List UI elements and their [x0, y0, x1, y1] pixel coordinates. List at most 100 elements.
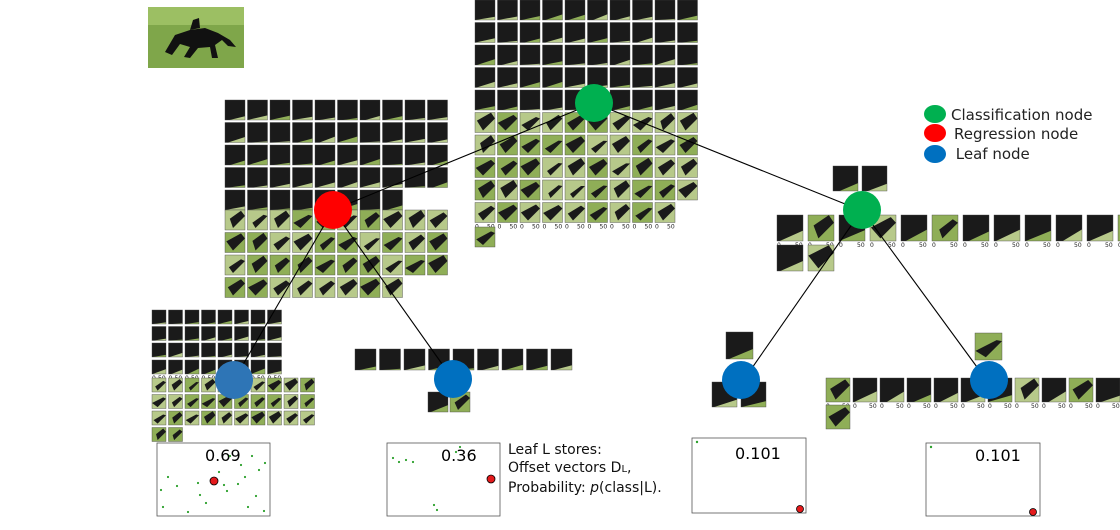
image-patch: [609, 67, 631, 88]
axis-tick-label: 50: [869, 403, 877, 410]
axis-tick-label: 0: [655, 224, 659, 231]
image-patch: [807, 214, 835, 242]
image-patch: [587, 67, 608, 88]
image-patch: [677, 134, 698, 156]
image-patch: [861, 165, 888, 192]
axis-tick-label: 0: [588, 224, 592, 231]
axis-tick-label: 0: [633, 224, 637, 231]
image-patch: [632, 89, 653, 111]
image-patch: [382, 167, 403, 188]
axis-tick-label: 50: [896, 403, 904, 410]
image-patch: [776, 214, 804, 242]
image-patch: [314, 277, 336, 298]
axis-tick-label: 0: [520, 224, 524, 231]
image-patch: [427, 391, 449, 413]
axis-tick-label: 0: [498, 224, 502, 231]
image-patch: [404, 99, 426, 121]
image-patch: [314, 99, 336, 121]
scatter-point: [222, 483, 226, 487]
image-patch: [292, 144, 313, 166]
image-patch: [404, 209, 426, 231]
edge-root-to-regression: [332, 102, 595, 211]
axis-tick-label: 50: [510, 224, 518, 231]
image-patch: [497, 179, 518, 201]
axis-tick-label: 0: [839, 242, 843, 249]
image-patch: [267, 410, 282, 426]
image-patch: [906, 377, 932, 403]
image-patch: [337, 144, 358, 166]
image-patch: [184, 410, 200, 426]
axis-tick-label: 0: [1096, 403, 1100, 410]
image-patch: [497, 89, 518, 111]
image-patch: [542, 67, 563, 88]
axis-tick-label: 0: [1056, 242, 1060, 249]
image-patch: [184, 377, 200, 393]
image-patch: [359, 232, 381, 253]
image-patch: [184, 326, 200, 341]
image-patch: [292, 254, 313, 276]
leaf-note-line-1: Leaf L stores:: [508, 442, 602, 458]
image-patch: [168, 410, 183, 426]
axis-tick-label: 50: [1058, 403, 1066, 410]
image-patch: [224, 189, 246, 211]
image-patch: [217, 342, 233, 358]
image-patch: [224, 122, 246, 143]
image-patch: [609, 112, 631, 133]
image-patch: [168, 394, 183, 409]
image-patch: [269, 232, 291, 253]
image-patch: [201, 309, 216, 325]
image-patch: [587, 134, 608, 156]
image-patch: [234, 309, 249, 325]
image-patch: [314, 167, 336, 188]
image-patch: [542, 0, 563, 21]
axis-tick-label: 0: [1069, 403, 1073, 410]
image-patch: [247, 122, 268, 143]
image-patch: [1095, 377, 1120, 403]
axis-tick-label: 50: [667, 224, 675, 231]
image-patch: [292, 277, 313, 298]
image-patch: [519, 0, 541, 21]
image-patch: [632, 0, 653, 21]
axis-tick-label: 50: [577, 224, 585, 231]
leaf-plot-2-value: 0.36: [441, 446, 477, 465]
image-patch: [542, 22, 563, 43]
image-patch: [542, 179, 563, 201]
scatter-point: [432, 503, 436, 507]
image-patch: [474, 44, 496, 66]
leaf-note-line-2: Offset vectors DL,: [508, 460, 632, 476]
image-patch: [267, 377, 282, 393]
image-patch: [292, 232, 313, 253]
image-patch: [151, 359, 167, 375]
image-patch: [151, 394, 167, 409]
image-patch: [151, 410, 167, 426]
scatter-point: [391, 456, 395, 460]
axis-tick-label: 50: [1105, 242, 1113, 249]
image-patch: [168, 359, 183, 375]
image-patch: [234, 410, 249, 426]
image-patch: [474, 0, 496, 21]
axis-tick-label: 50: [977, 403, 985, 410]
image-patch: [564, 22, 586, 43]
scatter-point: [246, 505, 250, 509]
image-patch: [427, 167, 448, 188]
image-patch: [654, 134, 676, 156]
leaf-plot-3: 0.101: [691, 437, 807, 514]
scatter-point: [239, 463, 243, 467]
image-patch: [250, 394, 266, 409]
image-patch: [933, 377, 959, 403]
image-patch: [609, 44, 631, 66]
image-patch: [283, 394, 299, 409]
image-patch: [267, 309, 282, 325]
image-patch: [427, 122, 448, 143]
image-patch: [314, 232, 336, 253]
scatter-point: [175, 484, 179, 488]
patch-grid-leaf1-top: [151, 309, 282, 358]
image-patch: [609, 179, 631, 201]
leaf-plot-1: 0.69: [156, 442, 271, 517]
image-patch: [427, 144, 448, 166]
image-patch: [247, 99, 268, 121]
patch-grid-leaf2: [354, 348, 573, 371]
leaf-node-4: [970, 361, 1008, 399]
image-patch: [382, 189, 403, 211]
image-patch: [677, 89, 698, 111]
